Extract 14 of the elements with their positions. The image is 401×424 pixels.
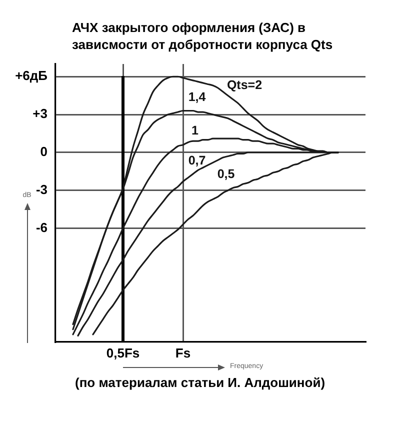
series-label: 1 <box>192 124 199 138</box>
chart-title: АЧХ закрытого оформления (ЗАС) в зависмости от добротности корпуса Qts <box>72 19 334 53</box>
y-tick-label: +6дБ <box>15 68 48 84</box>
series-label: 0,7 <box>188 153 206 168</box>
x-tick-label: Fs <box>175 345 191 360</box>
text: (по материалам статьи И. Алдошиной) <box>75 374 326 391</box>
y-tick-label: 0 <box>40 144 48 160</box>
series-label: 0,5 <box>217 166 235 181</box>
x-tick-label: 0,5Fs <box>106 345 140 360</box>
series-label: Qts=2 <box>226 78 262 92</box>
y-tick-label: -3 <box>36 182 48 197</box>
y-tick-label: -6 <box>36 220 48 235</box>
y-tick-label: +3 <box>32 106 48 122</box>
series-label: 1,4 <box>188 90 206 104</box>
